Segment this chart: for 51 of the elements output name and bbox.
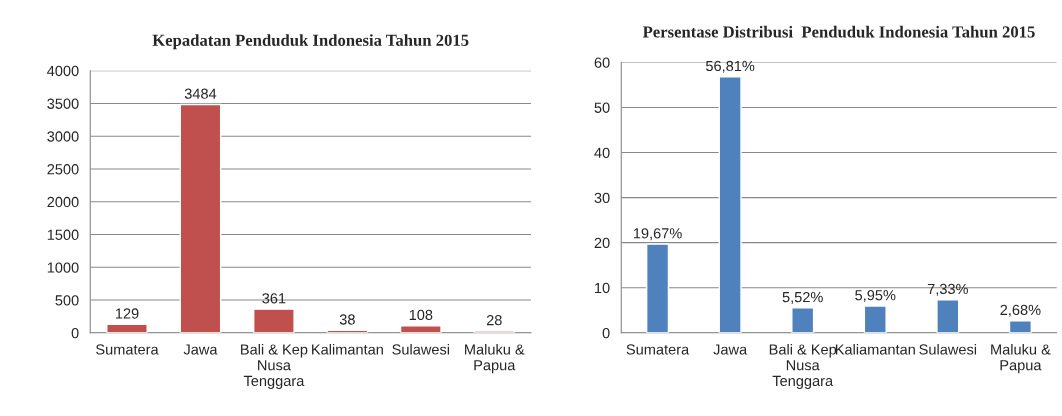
data-label: 5,95%: [855, 290, 896, 303]
bar: [645, 243, 670, 333]
x-tick-label: Sumatera: [96, 344, 159, 355]
data-label: 19,67%: [633, 228, 682, 241]
x-tick-label: Sumatera: [626, 344, 690, 355]
y-tick-label: 1000: [47, 262, 79, 273]
x-tick-label: Maluku & Papua: [465, 343, 525, 374]
y-tick-label: 3500: [47, 98, 79, 109]
y-tick-label: 40: [594, 147, 610, 158]
y-tick-label: 60: [594, 57, 610, 68]
data-label: 108: [409, 309, 433, 321]
data-label: 2,68%: [1000, 304, 1041, 317]
x-tick-label: Kaliamantan: [835, 343, 915, 355]
bar: [718, 76, 742, 333]
x-tick-label: Jawa: [713, 344, 748, 355]
bar: [253, 308, 295, 333]
x-tick-label: Bali & Kep Nusa Tenggara: [769, 343, 837, 389]
data-label: 38: [339, 314, 355, 325]
bar: [936, 299, 960, 333]
y-tick-label: 30: [594, 192, 610, 204]
data-label: 7,33%: [927, 283, 968, 296]
y-tick-label: 2000: [47, 196, 79, 208]
x-tick-label: Kalimantan: [312, 343, 383, 355]
x-tick-label: Sulawesi: [392, 343, 450, 355]
data-label: 56,81%: [705, 60, 755, 73]
data-label: 28: [486, 314, 502, 326]
bar: [863, 305, 887, 333]
data-label: 3484: [184, 88, 217, 99]
x-tick-label: Bali & Kep Nusa Tenggara: [241, 343, 308, 389]
data-label: 129: [115, 308, 139, 319]
y-tick-label: 2500: [47, 164, 79, 175]
x-tick-label: Jawa: [183, 344, 218, 355]
x-tick-label: Maluku & Papua: [991, 343, 1051, 374]
y-tick-label: 10: [595, 282, 610, 294]
y-tick-label: 0: [602, 327, 610, 339]
y-tick-label: 0: [71, 327, 79, 339]
data-label: 5,52%: [782, 291, 823, 304]
y-tick-label: 1500: [47, 229, 79, 240]
y-tick-label: 3000: [47, 131, 79, 142]
y-tick-label: 50: [594, 102, 610, 113]
bar: [791, 307, 815, 333]
y-tick-label: 4000: [47, 65, 79, 77]
y-tick-label: 500: [55, 295, 79, 306]
bar: [1008, 320, 1032, 333]
data-label: 361: [262, 293, 286, 304]
bar: [399, 325, 442, 333]
bar: [179, 103, 222, 333]
y-tick-label: 20: [594, 237, 610, 249]
x-tick-label: Sulawesi: [919, 343, 977, 355]
chart-title: Kepadatan Penduduk Indonesia Tahun 2015: [152, 34, 469, 50]
chart-title: Persentase Distribusi Penduduk Indonesia Tahun 2015: [642, 25, 1035, 38]
